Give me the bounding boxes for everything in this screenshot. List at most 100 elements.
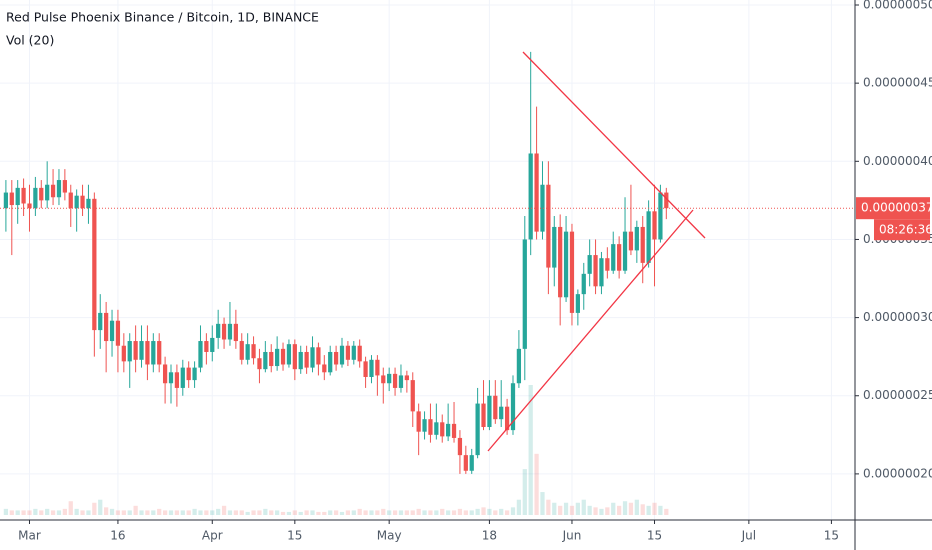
- candle-body: [552, 226, 557, 268]
- candle-body: [493, 395, 498, 420]
- candle-body: [440, 422, 445, 437]
- volume-pane: [3, 385, 669, 515]
- candle-body: [221, 323, 227, 340]
- volume-bar: [239, 510, 244, 515]
- candle-body: [510, 383, 516, 431]
- candle-body: [404, 375, 409, 381]
- volume-bar: [540, 492, 545, 515]
- candle-body: [157, 341, 162, 365]
- volume-bar: [552, 502, 557, 515]
- volume-bar: [151, 510, 156, 515]
- candle-body: [168, 372, 174, 384]
- volume-bar: [522, 469, 527, 515]
- volume-bar: [546, 499, 551, 515]
- volume-bar: [56, 510, 62, 515]
- y-tick-label: 0.00000020: [863, 466, 932, 480]
- volume-bar: [510, 507, 516, 515]
- volume-bar: [481, 507, 486, 515]
- candle-body: [174, 372, 180, 388]
- volume-bar: [322, 511, 327, 515]
- volume-bar: [227, 510, 233, 515]
- volume-bar: [463, 510, 468, 515]
- volume-bar: [628, 502, 634, 515]
- x-tick-label: Jul: [741, 529, 756, 543]
- volume-bar: [304, 510, 309, 515]
- candle-body: [351, 345, 356, 360]
- volume-bar: [3, 508, 9, 515]
- x-tick-label: Mar: [18, 529, 41, 543]
- x-tick-label: 18: [482, 529, 497, 543]
- volume-bar: [115, 510, 121, 515]
- volume-bar: [611, 502, 616, 515]
- last-price-label: 0.00000037: [861, 201, 932, 215]
- volume-bar: [328, 510, 333, 515]
- volume-bar: [286, 511, 292, 515]
- y-tick-label: 0.00000045: [863, 76, 932, 90]
- volume-bar: [646, 505, 651, 515]
- volume-bar: [251, 510, 256, 515]
- candle-body: [133, 341, 138, 360]
- volume-bar: [363, 510, 368, 515]
- candle-body: [392, 373, 398, 388]
- x-tick-label: 15: [824, 529, 839, 543]
- candle-body: [115, 320, 121, 346]
- volume-bar: [245, 511, 250, 515]
- candle-body: [292, 344, 297, 370]
- volume-bar: [50, 510, 56, 515]
- volume-bar: [133, 505, 138, 515]
- candle-body: [381, 375, 386, 384]
- volume-bar: [469, 510, 474, 515]
- volume-bar: [351, 510, 356, 515]
- candle-body: [617, 244, 622, 271]
- candle-body: [540, 184, 545, 232]
- candle-body: [628, 231, 634, 251]
- candle-body: [33, 187, 38, 209]
- volume-bar: [451, 510, 457, 515]
- volume-bar: [652, 502, 657, 515]
- candle-body: [210, 337, 215, 352]
- candle-body: [86, 198, 91, 209]
- candle-body: [410, 380, 415, 412]
- candle-body: [375, 359, 380, 376]
- candle-body: [9, 192, 14, 206]
- volume-bar: [446, 510, 451, 515]
- candle-body: [269, 351, 274, 367]
- candle-body: [98, 312, 103, 331]
- countdown-box: [874, 219, 930, 241]
- candle-body: [257, 358, 262, 370]
- volume-bar: [68, 501, 73, 515]
- volume-bar: [563, 502, 569, 515]
- candle-body: [516, 348, 522, 384]
- candle-body: [139, 341, 144, 360]
- volume-bar: [280, 511, 286, 515]
- candle-body: [422, 419, 427, 432]
- volume-bar: [139, 510, 144, 515]
- volume-bar: [587, 505, 592, 515]
- candle-body: [304, 351, 309, 368]
- candle-body: [227, 323, 233, 340]
- candle-body: [387, 373, 392, 384]
- volume-bar: [21, 510, 26, 515]
- volume-bar: [487, 508, 492, 515]
- candle-body: [469, 455, 474, 471]
- candle-body: [74, 195, 79, 209]
- candle-body: [345, 345, 351, 360]
- candle-body: [186, 367, 191, 381]
- candle-body: [15, 187, 20, 206]
- volume-bar: [9, 510, 14, 515]
- volume-bar: [581, 499, 586, 515]
- volume-bar: [15, 510, 20, 515]
- volume-bar: [634, 499, 639, 515]
- volume-bar: [392, 510, 398, 515]
- candle-body: [611, 244, 616, 271]
- candle-body: [127, 341, 132, 362]
- volume-bar: [617, 505, 622, 515]
- candle-body: [599, 258, 604, 287]
- volume-bar: [499, 508, 504, 515]
- trend-line-upper: [522, 51, 706, 239]
- y-tick-label: 0.00000040: [863, 154, 932, 168]
- chart-title: Red Pulse Phoenix Binance / Bitcoin, 1D,…: [6, 10, 319, 25]
- volume-bar: [622, 501, 628, 515]
- axes: 0.000000200.000000250.000000300.00000035…: [18, 0, 932, 543]
